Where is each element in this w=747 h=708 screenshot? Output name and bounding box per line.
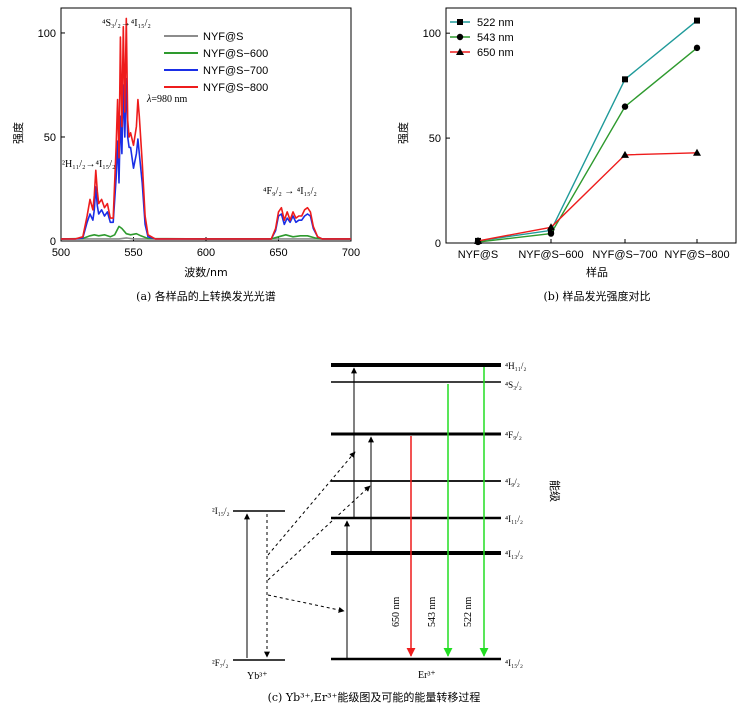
panel-b-series-line-1 [477,47,698,243]
panel-b-point [694,17,700,24]
panel-a-legend-label: NYF@S−700 [203,65,268,77]
er-4i11-label: ⁴I₁₁/₂ [505,514,523,524]
et-arrow-3 [267,594,345,613]
panel-b-series-line-2 [477,152,698,242]
yb-excited-label: ²I₁₅/₂ [212,506,230,516]
panel-b-xtick-label: NYF@S [458,249,499,261]
panel-b-comparison: NYF@S NYF@S−600 NYF@S−700 NYF@S−800 0 50 100 5… [396,7,737,303]
emission-543-label: 543 nm [427,597,438,628]
panel-b-legend: 522 nm 543 nm 650 nm [450,17,514,59]
er-4s3-label: ⁴S₃/₂ [505,380,522,390]
panel-b-point [622,76,628,83]
er-4i13-label: ⁴I₁₃/₂ [505,549,523,559]
annotation-lambda: λ=980 nm [146,94,187,105]
energy-axis-label: 能级 [548,480,562,502]
panel-b-xtick-label: NYF@S−600 [518,249,583,261]
panel-a-series-line-1 [60,225,351,240]
panel-b-point [693,44,701,52]
panel-b-ylabel: 强度 [396,122,410,144]
panel-b-point [621,150,629,158]
panel-b-ytick-label: 100 [423,28,441,40]
panel-c-caption: (c) Yb³⁺,Er³⁺能级图及可能的能量转移过程 [268,690,481,704]
panel-a-ytick-label: 100 [38,28,56,40]
panel-b-legend-marker [456,33,464,41]
et-arrow-1 [267,451,356,556]
panel-a-legend-label: NYF@S−600 [203,48,268,60]
panel-a-xtick-label: 600 [197,247,215,259]
er-4h11-label: ⁴H₁₁/₂ [505,361,527,371]
panel-b-series-line-0 [477,20,698,242]
panel-b-point [474,236,482,244]
panel-b-legend-marker [456,48,464,55]
er-4f9-label: ⁴F₉/₂ [505,430,522,440]
panel-b-ytick-label: 50 [429,133,441,145]
panel-b-legend-marker [457,19,463,25]
er-4i9-label: ⁴I₉/₂ [505,477,520,487]
panel-a-xtick-label: 500 [52,247,70,259]
er-ion-label: Er³⁺ [418,670,436,681]
et-arrow-2 [267,485,371,581]
panel-a-legend: NYF@S NYF@S−600 NYF@S−700 NYF@S−800 [164,31,268,94]
panel-a-ylabel: 强度 [11,122,25,144]
panel-a-xtick-label: 700 [342,247,360,259]
panel-b-point [547,230,555,237]
panel-a-series-line-2 [61,77,351,240]
panel-b-series [474,17,701,246]
panel-a-xlabel: 波数/nm [184,266,227,279]
annotation-2h112: ²H₁₁/₂→⁴I₁₅/₂ [62,159,116,170]
panel-b-xtick-label: NYF@S−800 [664,249,729,261]
panel-a-legend-label: NYF@S [203,31,244,43]
annotation-4s32: ⁴S₃/₂→⁴I₁₅/₂ [102,18,151,29]
panel-a-series [60,17,351,240]
annotation-4f92: ⁴F₉/₂ → ⁴I₁₅/₂ [263,186,317,197]
panel-b-point [621,103,629,110]
panel-a-caption: (a) 各样品的上转换发光光谱 [136,289,276,303]
panel-b-frame [445,7,737,244]
er-4i15-label: ⁴I₁₅/₂ [505,658,523,668]
panel-c-energy-diagram: ²I₁₅/₂ ²F₇/₂ Yb³⁺ ⁴H₁₁/₂ ⁴S₃/₂ ⁴F₉/₂ ⁴I₉… [212,361,562,704]
emission-650-label: 650 nm [391,597,402,628]
panel-b-xlabel: 样品 [586,265,608,279]
panel-b-ytick-label: 0 [435,238,441,250]
panel-a-ytick-label: 50 [44,132,56,144]
panel-b-legend-label: 522 nm [477,17,514,29]
yb-ion-label: Yb³⁺ [247,671,268,682]
panel-b-point [547,223,555,231]
yb-ground-label: ²F₇/₂ [212,658,228,668]
panel-b-caption: (b) 样品发光强度对比 [543,289,650,303]
panel-a-xtick-label: 650 [269,247,287,259]
panel-b-legend-label: 650 nm [477,47,514,59]
emission-522-label: 522 nm [463,597,474,628]
panel-a-ytick-label: 0 [50,236,56,248]
panel-b-legend-label: 543 nm [477,32,514,44]
panel-a-legend-label: NYF@S−800 [203,82,268,94]
panel-a-series-line-3 [61,17,351,240]
panel-b-ticks: NYF@S NYF@S−600 NYF@S−700 NYF@S−800 0 50 100 [423,28,730,261]
panel-b-xtick-label: NYF@S−700 [592,249,657,261]
panel-b-point [693,148,701,156]
panel-a-xtick-label: 550 [124,247,142,259]
